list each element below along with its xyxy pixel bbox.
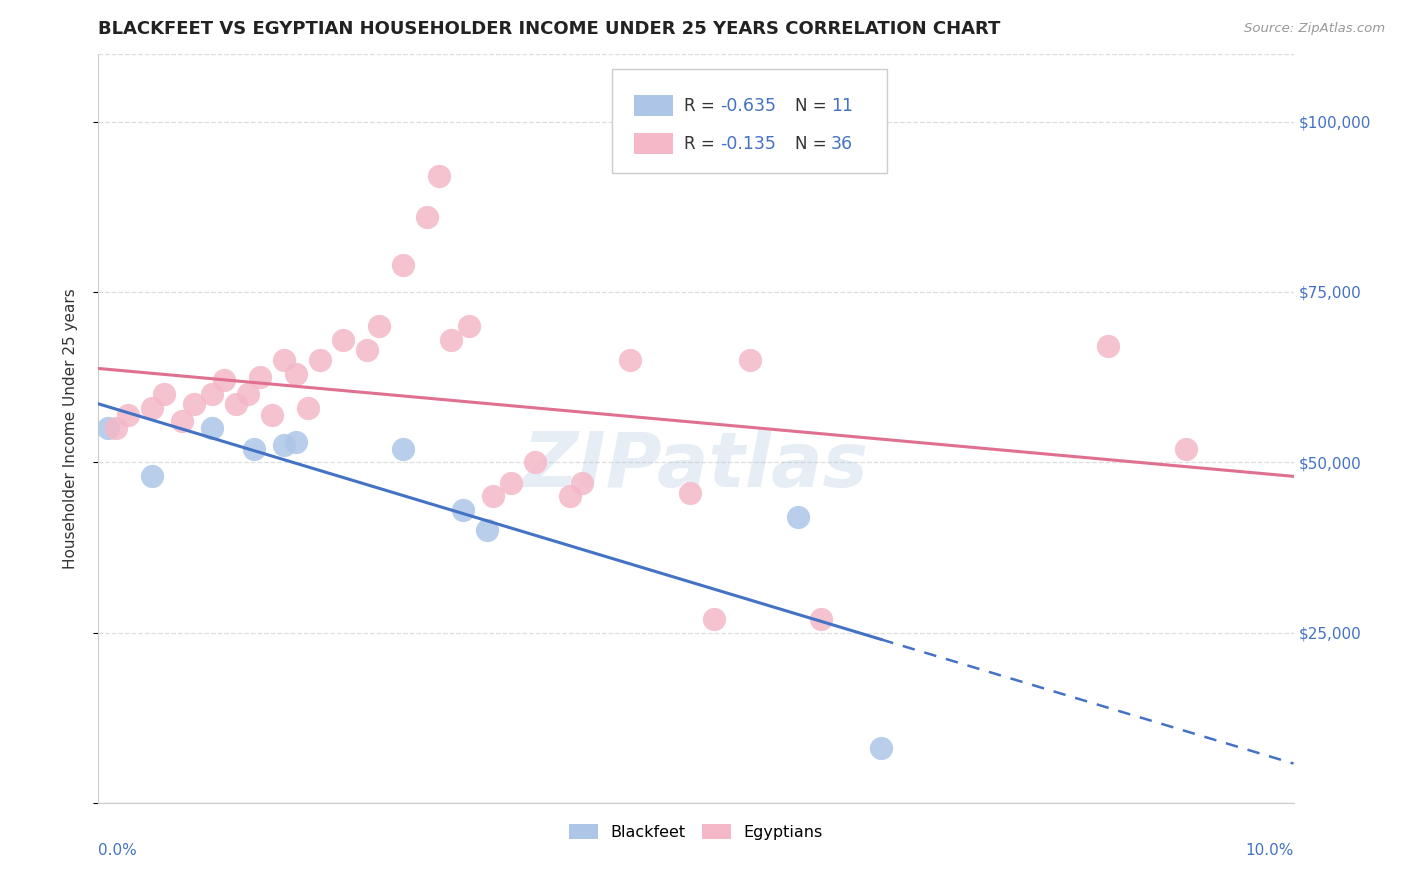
Point bbox=[619, 353, 641, 368]
Point bbox=[560, 489, 582, 503]
Point bbox=[236, 387, 259, 401]
Point bbox=[201, 387, 224, 401]
Point bbox=[458, 318, 481, 333]
Point bbox=[451, 503, 474, 517]
Point bbox=[481, 489, 505, 503]
Y-axis label: Householder Income Under 25 years: Householder Income Under 25 years bbox=[63, 288, 77, 568]
Point bbox=[1175, 442, 1198, 456]
Point bbox=[273, 353, 295, 368]
Point bbox=[368, 318, 391, 333]
Point bbox=[183, 397, 205, 411]
Point bbox=[297, 401, 319, 415]
Bar bbox=[634, 134, 673, 154]
Point bbox=[427, 169, 450, 183]
Text: 0.0%: 0.0% bbox=[98, 843, 138, 858]
Point bbox=[870, 741, 893, 756]
Point bbox=[284, 434, 307, 449]
Text: 36: 36 bbox=[831, 135, 853, 153]
Point bbox=[499, 475, 522, 490]
Text: N =: N = bbox=[796, 135, 832, 153]
Point bbox=[105, 421, 128, 435]
Point bbox=[523, 455, 546, 469]
Text: BLACKFEET VS EGYPTIAN HOUSEHOLDER INCOME UNDER 25 YEARS CORRELATION CHART: BLACKFEET VS EGYPTIAN HOUSEHOLDER INCOME… bbox=[98, 21, 1001, 38]
Point bbox=[249, 370, 271, 384]
Point bbox=[332, 333, 354, 347]
Point bbox=[392, 258, 415, 272]
FancyBboxPatch shape bbox=[613, 69, 887, 173]
Point bbox=[153, 387, 176, 401]
Point bbox=[703, 612, 725, 626]
Point bbox=[810, 612, 832, 626]
Point bbox=[308, 353, 330, 368]
Text: R =: R = bbox=[685, 97, 720, 115]
Point bbox=[416, 210, 439, 224]
Point bbox=[141, 468, 163, 483]
Point bbox=[117, 408, 139, 422]
Point bbox=[679, 486, 702, 500]
Text: -0.635: -0.635 bbox=[720, 97, 776, 115]
Point bbox=[571, 475, 593, 490]
Point bbox=[440, 333, 463, 347]
Bar bbox=[634, 95, 673, 116]
Point bbox=[1097, 339, 1119, 353]
Point bbox=[141, 401, 163, 415]
Point bbox=[273, 438, 295, 452]
Text: ZIPatlas: ZIPatlas bbox=[523, 429, 869, 502]
Point bbox=[201, 421, 224, 435]
Point bbox=[212, 374, 235, 388]
Point bbox=[225, 397, 247, 411]
Point bbox=[260, 408, 283, 422]
Point bbox=[738, 353, 761, 368]
Text: R =: R = bbox=[685, 135, 720, 153]
Point bbox=[392, 442, 415, 456]
Point bbox=[475, 524, 498, 538]
Point bbox=[243, 442, 266, 456]
Point bbox=[356, 343, 378, 357]
Point bbox=[786, 509, 808, 524]
Text: -0.135: -0.135 bbox=[720, 135, 776, 153]
Point bbox=[284, 367, 307, 381]
Point bbox=[172, 414, 194, 428]
Legend: Blackfeet, Egyptians: Blackfeet, Egyptians bbox=[569, 823, 823, 839]
Text: 10.0%: 10.0% bbox=[1246, 843, 1294, 858]
Text: N =: N = bbox=[796, 97, 832, 115]
Text: 11: 11 bbox=[831, 97, 853, 115]
Text: Source: ZipAtlas.com: Source: ZipAtlas.com bbox=[1244, 22, 1385, 36]
Point bbox=[97, 421, 120, 435]
